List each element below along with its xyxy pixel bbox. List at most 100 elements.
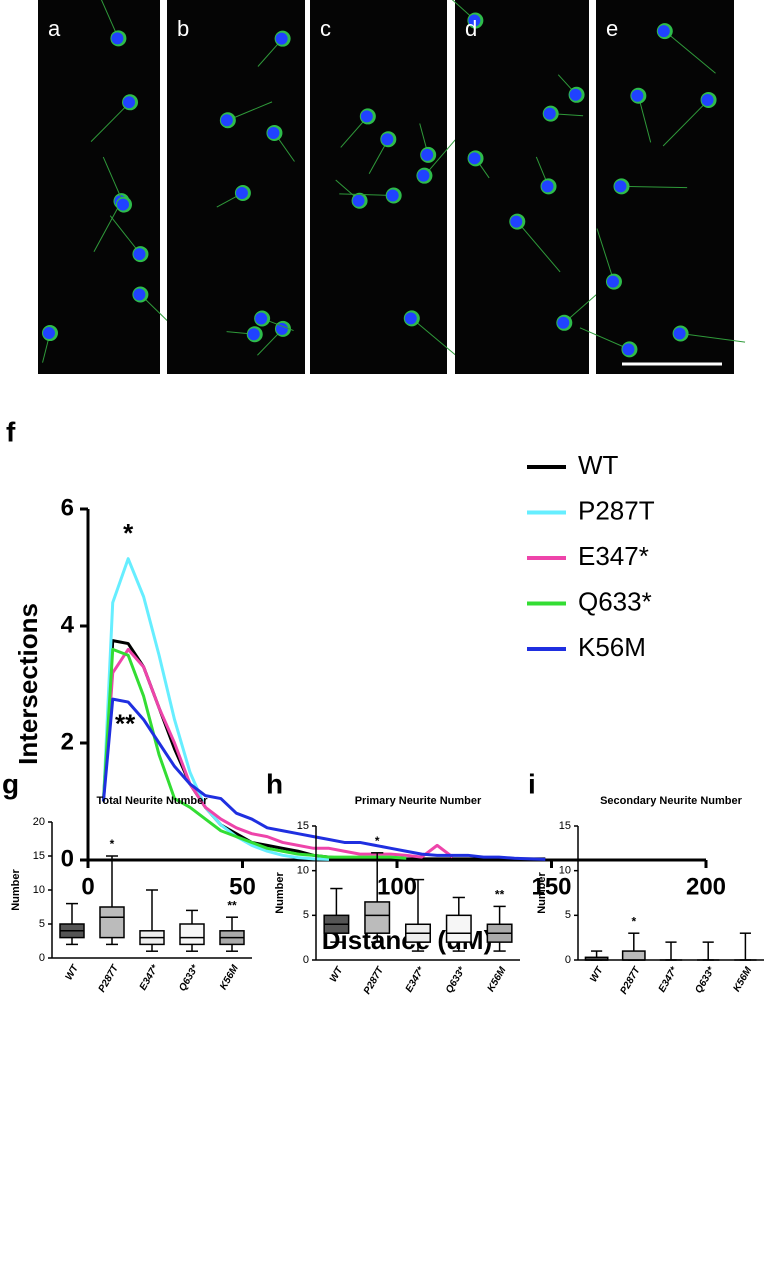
- cell-nucleus: [133, 248, 146, 261]
- micrograph-background: [167, 0, 305, 374]
- cell-nucleus: [386, 189, 399, 202]
- cell-nucleus: [220, 114, 233, 127]
- x-tick-label: P287T: [618, 965, 643, 997]
- x-tick-label: WT: [64, 963, 82, 983]
- neurite: [680, 333, 746, 343]
- panel-label: g: [2, 768, 19, 799]
- legend-label: E347*: [578, 541, 649, 571]
- x-tick-label: K56M: [731, 965, 754, 994]
- cell-nucleus: [247, 328, 260, 341]
- significance: *: [375, 834, 380, 848]
- cell-nucleus: [701, 93, 714, 106]
- cell-nucleus: [468, 152, 481, 165]
- cell-nucleus: [614, 180, 627, 193]
- series-line: [101, 639, 546, 861]
- cell-nucleus: [352, 194, 365, 207]
- y-tick-label: 2: [61, 728, 74, 755]
- cell-nucleus: [569, 88, 582, 101]
- y-tick-label: 0: [39, 952, 45, 964]
- significance: **: [227, 898, 237, 912]
- micrograph: b: [167, 0, 305, 374]
- significance: **: [495, 888, 505, 902]
- x-tick-label: 100: [377, 873, 417, 900]
- micrograph: e: [579, 0, 746, 374]
- panel-label: c: [320, 16, 331, 41]
- cell-nucleus: [360, 110, 373, 123]
- x-tick-label: WT: [328, 965, 346, 985]
- x-tick-label: K56M: [218, 963, 241, 992]
- cell-nucleus: [404, 312, 417, 325]
- x-tick-label: E347*: [138, 962, 162, 992]
- neurite: [424, 136, 459, 176]
- neurite: [662, 99, 709, 147]
- panel-label: d: [465, 16, 477, 41]
- x-tick-label: Q633*: [177, 962, 201, 993]
- neurite: [579, 327, 630, 350]
- box: [621, 950, 646, 961]
- neurite: [621, 185, 688, 189]
- panel-label: e: [606, 16, 618, 41]
- x-tick-label: K56M: [486, 965, 509, 994]
- y-tick-label: 10: [559, 865, 571, 877]
- cell-nucleus: [275, 322, 288, 335]
- y-tick-label: 0: [303, 954, 309, 966]
- cell-nucleus: [468, 14, 481, 27]
- neurite: [90, 101, 131, 142]
- significance: *: [631, 914, 636, 928]
- panel-label: b: [177, 16, 189, 41]
- series-line: [101, 647, 454, 859]
- cell-nucleus: [123, 96, 136, 109]
- cell-nucleus: [631, 89, 644, 102]
- box: [179, 923, 205, 946]
- series-line: [101, 697, 546, 861]
- cell-nucleus: [543, 107, 556, 120]
- y-tick-label: 0: [565, 954, 571, 966]
- x-tick-label: 150: [531, 873, 571, 900]
- micrograph: d: [451, 0, 614, 374]
- significance: *: [110, 837, 115, 851]
- annotation: *: [123, 518, 134, 548]
- neurite: [102, 156, 125, 205]
- cell-nucleus: [606, 275, 619, 288]
- panel-label: a: [48, 16, 61, 41]
- y-axis-label: Number: [536, 872, 548, 914]
- y-tick-label: 5: [303, 909, 309, 921]
- cell-nucleus: [421, 148, 434, 161]
- cell-nucleus: [255, 312, 268, 325]
- chart-title: Primary Neurite Number: [355, 795, 482, 807]
- panel-label: i: [528, 768, 536, 799]
- micrograph-background: [455, 0, 589, 374]
- x-tick-label: P287T: [362, 965, 387, 997]
- y-tick-label: 15: [33, 850, 45, 862]
- cell-nucleus: [116, 198, 129, 211]
- y-tick-label: 15: [559, 820, 571, 832]
- micrograph-background: [38, 0, 160, 374]
- chart-title: Total Neurite Number: [96, 795, 208, 807]
- x-tick-label: WT: [588, 965, 606, 985]
- micrograph-background: [310, 0, 447, 374]
- cell-nucleus: [381, 133, 394, 146]
- neurite: [339, 193, 394, 197]
- cell-nucleus: [43, 327, 56, 340]
- cell-nucleus: [417, 169, 430, 182]
- annotation: **: [115, 708, 136, 738]
- neurite: [637, 95, 652, 143]
- micrograph: c: [310, 0, 459, 374]
- micrograph: a: [38, 0, 174, 374]
- x-tick-label: E347*: [404, 964, 428, 994]
- box: [445, 914, 472, 943]
- legend-label: WT: [578, 450, 619, 480]
- y-axis-label: Intersections: [13, 603, 43, 765]
- y-tick-label: 6: [61, 494, 74, 521]
- neurite: [93, 200, 122, 252]
- y-tick-label: 20: [33, 816, 45, 828]
- y-axis-label: Number: [10, 869, 22, 911]
- x-tick-label: 0: [81, 873, 94, 900]
- cell-nucleus: [133, 288, 146, 301]
- cell-nucleus: [235, 186, 248, 199]
- series-line: [101, 557, 330, 861]
- y-tick-label: 5: [39, 918, 45, 930]
- panel-label: h: [266, 768, 283, 799]
- legend-label: K56M: [578, 632, 646, 662]
